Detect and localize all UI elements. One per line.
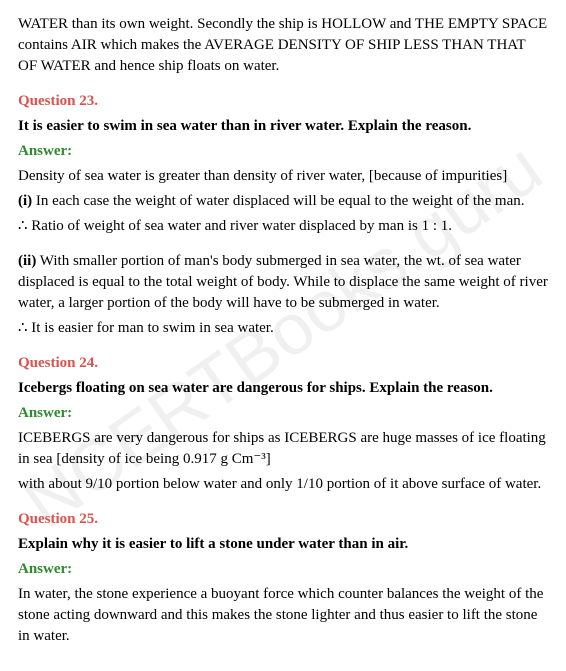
q24-answer-1: ICEBERGS are very dangerous for ships as… xyxy=(18,428,548,470)
q23-answer-label: Answer: xyxy=(18,141,548,162)
q23-ii-label: (ii) xyxy=(18,253,36,269)
q25-text: Explain why it is easier to lift a stone… xyxy=(18,534,548,555)
q24-answer-2: with about 9/10 portion below water and … xyxy=(18,474,548,495)
q23-answer-ii: (ii) With smaller portion of man's body … xyxy=(18,251,548,314)
q23-i-label: (i) xyxy=(18,193,32,209)
q23-text: It is easier to swim in sea water than i… xyxy=(18,116,548,137)
q24-label: Question 24. xyxy=(18,353,548,374)
question-23: Question 23. It is easier to swim in sea… xyxy=(18,91,548,339)
q24-answer-label: Answer: xyxy=(18,403,548,424)
q23-answer-i: (i) In each case the weight of water dis… xyxy=(18,191,548,212)
page-content: WATER than its own weight. Secondly the … xyxy=(18,14,548,647)
q23-answer-3: ∴ It is easier for man to swim in sea wa… xyxy=(18,318,548,339)
intro-paragraph: WATER than its own weight. Secondly the … xyxy=(18,14,548,77)
q25-label: Question 25. xyxy=(18,509,548,530)
q25-answer-1: In water, the stone experience a buoyant… xyxy=(18,584,548,647)
question-25: Question 25. Explain why it is easier to… xyxy=(18,509,548,647)
q25-answer-label: Answer: xyxy=(18,559,548,580)
q23-answer-2: ∴ Ratio of weight of sea water and river… xyxy=(18,216,548,237)
q23-ii-text: With smaller portion of man's body subme… xyxy=(18,253,548,311)
q23-answer-1: Density of sea water is greater than den… xyxy=(18,166,548,187)
q23-label: Question 23. xyxy=(18,91,548,112)
q23-i-text: In each case the weight of water displac… xyxy=(32,193,524,209)
question-24: Question 24. Icebergs floating on sea wa… xyxy=(18,353,548,495)
q24-text: Icebergs floating on sea water are dange… xyxy=(18,378,548,399)
